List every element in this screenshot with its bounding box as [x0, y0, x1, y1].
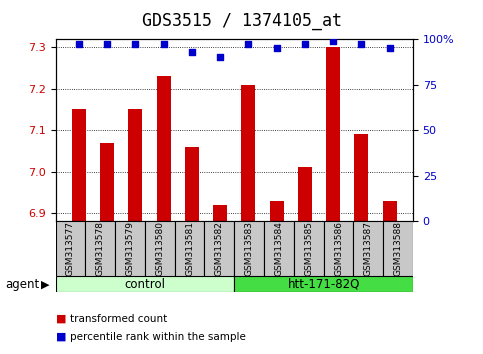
Text: GSM313583: GSM313583	[245, 221, 254, 276]
Text: GSM313588: GSM313588	[394, 221, 402, 276]
Bar	[294, 221, 324, 276]
Point	[188, 49, 196, 55]
Bar	[242, 85, 256, 221]
Bar	[156, 76, 170, 221]
Text: ▶: ▶	[41, 279, 50, 289]
Point	[357, 41, 365, 47]
Bar	[72, 109, 86, 221]
Bar	[175, 221, 204, 276]
Bar	[234, 221, 264, 276]
Bar	[234, 276, 413, 292]
Text: GSM313584: GSM313584	[274, 221, 284, 276]
Bar	[324, 221, 354, 276]
Point	[103, 41, 111, 47]
Text: ■: ■	[56, 332, 66, 342]
Text: GDS3515 / 1374105_at: GDS3515 / 1374105_at	[142, 12, 341, 30]
Bar	[204, 221, 234, 276]
Bar	[270, 200, 284, 221]
Text: ■: ■	[56, 314, 66, 324]
Text: GSM313581: GSM313581	[185, 221, 194, 276]
Bar	[326, 47, 340, 221]
Bar	[56, 276, 234, 292]
Text: GSM313579: GSM313579	[126, 221, 134, 276]
Bar	[145, 221, 175, 276]
Bar	[298, 167, 312, 221]
Point	[273, 45, 281, 51]
Point	[386, 45, 394, 51]
Bar	[213, 205, 227, 221]
Text: transformed count: transformed count	[70, 314, 167, 324]
Bar	[383, 200, 397, 221]
Bar	[354, 221, 383, 276]
Text: GSM313587: GSM313587	[364, 221, 373, 276]
Text: GSM313578: GSM313578	[96, 221, 105, 276]
Point	[216, 54, 224, 60]
Text: percentile rank within the sample: percentile rank within the sample	[70, 332, 246, 342]
Bar	[264, 221, 294, 276]
Point	[131, 41, 139, 47]
Text: GSM313577: GSM313577	[66, 221, 75, 276]
Text: control: control	[125, 278, 165, 291]
Bar	[115, 221, 145, 276]
Point	[329, 38, 337, 44]
Text: htt-171-82Q: htt-171-82Q	[287, 278, 360, 291]
Text: GSM313586: GSM313586	[334, 221, 343, 276]
Text: GSM313582: GSM313582	[215, 221, 224, 276]
Text: GSM313585: GSM313585	[304, 221, 313, 276]
Bar	[100, 143, 114, 221]
Point	[75, 41, 83, 47]
Bar	[383, 221, 413, 276]
Bar	[355, 134, 369, 221]
Bar	[56, 221, 85, 276]
Text: agent: agent	[5, 278, 39, 291]
Point	[160, 41, 168, 47]
Bar	[128, 109, 142, 221]
Text: GSM313580: GSM313580	[156, 221, 164, 276]
Bar	[85, 221, 115, 276]
Point	[244, 41, 252, 47]
Bar	[185, 147, 199, 221]
Point	[301, 41, 309, 47]
